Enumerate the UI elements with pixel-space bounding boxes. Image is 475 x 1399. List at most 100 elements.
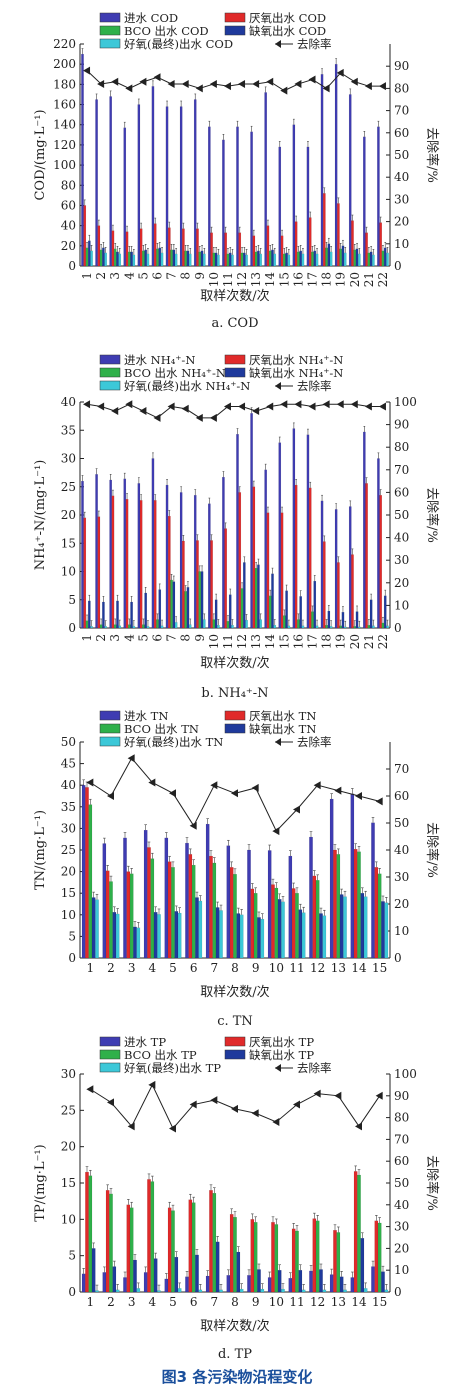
bar: [88, 240, 91, 267]
bar: [353, 1171, 358, 1293]
bar: [174, 622, 178, 629]
x-tick-label: 15: [277, 634, 291, 649]
bar: [231, 625, 234, 629]
y2-tick-label: 60: [394, 126, 409, 140]
y-axis-label: TN/(mg·L⁻¹): [33, 810, 48, 890]
bar: [379, 222, 382, 267]
bar: [257, 1269, 261, 1293]
legend-label-0: 进水 NH₄⁺-N: [124, 353, 195, 367]
bar: [381, 1271, 385, 1293]
bar: [111, 230, 115, 267]
bar: [198, 1289, 203, 1293]
bar: [81, 53, 84, 267]
legend-label-0: 进水 TN: [124, 709, 168, 723]
x-tick-label: 5: [169, 1295, 177, 1309]
removal-point: [294, 79, 302, 88]
bar: [329, 626, 333, 629]
legend-swatch-4: [99, 736, 121, 747]
bar: [333, 849, 337, 959]
legend-label-1: 厌氧出水 TN: [249, 709, 316, 723]
bar: [365, 232, 368, 267]
bar: [198, 571, 202, 629]
bar: [247, 1275, 251, 1293]
legend-swatch-3: [224, 367, 246, 378]
y-tick-label: 30: [61, 1067, 76, 1081]
bar: [267, 850, 272, 959]
bar: [360, 893, 365, 959]
bar: [186, 587, 190, 629]
removal-point: [238, 402, 246, 411]
y2-axis-label: 去除率/%: [424, 487, 440, 543]
legend-label-2: BCO 出水 TP: [124, 1048, 197, 1062]
y2-tick-label: 0: [394, 951, 402, 965]
bar: [254, 251, 258, 267]
legend-swatch-3: [224, 723, 246, 734]
legend-swatch-0: [99, 710, 121, 721]
y-tick-label: 35: [61, 800, 76, 814]
bar: [295, 893, 299, 959]
bar: [343, 626, 347, 629]
bar: [327, 610, 331, 629]
bar: [198, 900, 203, 959]
bar: [329, 1274, 334, 1293]
removal-point: [336, 68, 344, 77]
bar: [104, 626, 107, 629]
legend-label-removal: 去除率: [297, 37, 332, 51]
bar: [137, 483, 141, 629]
bar: [377, 1222, 382, 1293]
legend-swatch-3: [224, 25, 246, 36]
bar: [377, 126, 380, 267]
bar: [165, 106, 169, 267]
y-tick-label: 40: [61, 778, 76, 792]
y2-axis-label: 去除率/%: [424, 1155, 440, 1211]
legend-label-0: 进水 COD: [124, 11, 178, 25]
bar: [116, 600, 119, 629]
bar: [99, 624, 103, 629]
y-tick-label: 180: [53, 77, 76, 91]
legend-swatch-3: [224, 1049, 246, 1060]
bar: [81, 785, 86, 959]
bar: [188, 253, 192, 267]
bar: [257, 564, 260, 629]
removal-point: [364, 402, 372, 411]
removal-point: [375, 797, 383, 806]
bar: [95, 474, 98, 629]
y-tick-label: 100: [53, 158, 76, 172]
bar: [123, 478, 127, 629]
bar: [341, 245, 345, 267]
bar: [215, 907, 220, 959]
legend-label-0: 进水 TP: [124, 1035, 166, 1049]
bar: [367, 252, 371, 267]
bar: [381, 622, 385, 629]
bar: [112, 912, 117, 959]
bar: [299, 250, 302, 267]
bar: [132, 254, 136, 267]
bar: [374, 1220, 379, 1293]
y2-tick-label: 50: [394, 508, 409, 522]
removal-point: [223, 82, 231, 91]
bar: [323, 193, 326, 267]
x-tick-label: 17: [306, 634, 320, 649]
y-tick-label: 15: [61, 536, 76, 550]
bar: [168, 227, 171, 267]
bar: [156, 248, 159, 267]
y-axis-label: TP/(mg·L⁻¹): [33, 1144, 48, 1221]
removal-point: [375, 1091, 383, 1100]
x-tick-label: 1: [87, 961, 95, 975]
bar: [372, 625, 375, 629]
bar: [260, 918, 265, 959]
bar: [85, 247, 89, 267]
bar: [264, 469, 267, 629]
y-tick-label: 15: [61, 886, 76, 900]
removal-point: [195, 84, 203, 93]
bar: [343, 1289, 347, 1293]
removal-line: [86, 70, 383, 92]
bar: [137, 104, 141, 267]
y-tick-label: 200: [53, 57, 76, 71]
bar: [125, 499, 129, 629]
bar: [266, 512, 270, 629]
bar: [203, 619, 206, 629]
bar: [339, 248, 342, 267]
legend-marker-removal: [275, 40, 281, 48]
y2-tick-label: 0: [394, 621, 402, 635]
